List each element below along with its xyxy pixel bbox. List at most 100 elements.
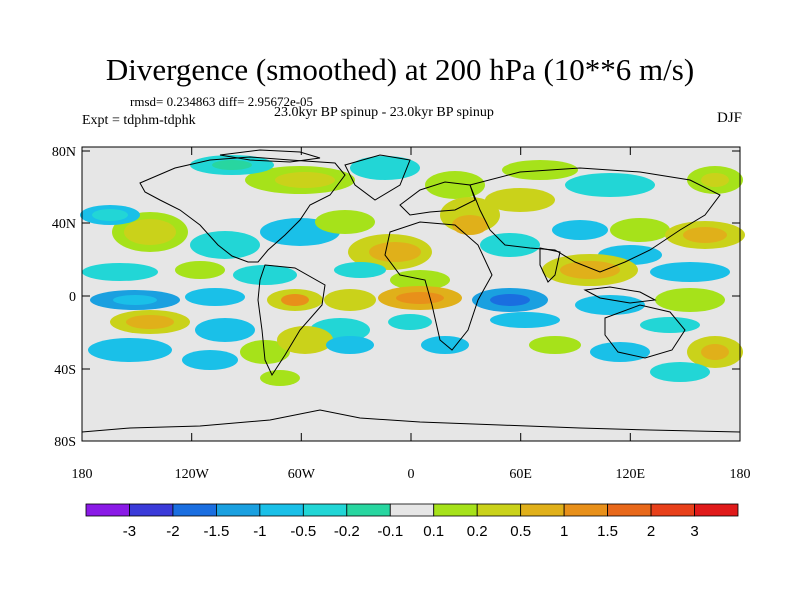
field-blob [113, 295, 157, 305]
colorbar-label: 2 [647, 523, 655, 540]
field-blob [212, 160, 252, 170]
field-blob [195, 318, 255, 342]
colorbar-swatch [650, 503, 695, 517]
field-blob [575, 295, 645, 315]
field-blob [190, 231, 260, 259]
field-blob [485, 188, 555, 212]
coastline-north-america [139, 156, 346, 263]
map-plot-area [80, 146, 745, 442]
field-blob [88, 338, 172, 362]
field-blob [388, 314, 432, 330]
field-blob [655, 288, 725, 312]
field-blob [650, 362, 710, 382]
map-title: Divergence (smoothed) at 200 hPa (10**6 … [105, 52, 695, 87]
field-blob [480, 233, 540, 257]
field-blob [390, 270, 450, 290]
coastline-africa [384, 221, 493, 351]
colorbar-swatch [389, 503, 435, 517]
coastline-south-america [257, 264, 326, 377]
colorbar-swatch [694, 503, 739, 517]
colorbar: -3 -2 -1.5 -1 -0.5 -0.2 -0.1 0.1 0.2 0.5 1 1.5 2 3 [85, 503, 739, 540]
coastline-india [539, 247, 561, 283]
field-blob [490, 312, 560, 328]
field-blob [502, 160, 578, 180]
colorbar-label: 1 [560, 523, 568, 540]
lat-tick-label: 0 [69, 290, 76, 305]
field-blob [396, 292, 444, 304]
field-blob [490, 294, 530, 306]
colorbar-label: -0.5 [290, 523, 316, 540]
colorbar-swatch [433, 503, 478, 517]
coastline-arctic-islands [219, 149, 321, 163]
field-blob [552, 220, 608, 240]
field-blob [281, 294, 309, 306]
field-blob [324, 289, 376, 311]
field-blob [92, 209, 128, 221]
colorbar-swatch [85, 503, 130, 517]
field-blob [701, 173, 729, 187]
coastline-europe [399, 181, 476, 216]
lon-tick-label: 180 [730, 467, 751, 482]
field-blob [240, 340, 290, 364]
field-blob [421, 336, 469, 354]
lon-tick-label: 120W [175, 467, 210, 482]
field-blob [683, 227, 727, 243]
field-blob [260, 370, 300, 386]
field-blob [124, 219, 176, 245]
colorbar-swatch [302, 503, 348, 517]
field-blob [182, 350, 238, 370]
colorbar-swatch [129, 503, 174, 517]
colorbar-label: -3 [123, 523, 136, 540]
colorbar-label: -1 [253, 523, 266, 540]
field-blob [185, 288, 245, 306]
colorbar-label: 0.1 [423, 523, 444, 540]
field-blob [334, 262, 386, 278]
field-blob [529, 336, 581, 354]
field-blob [701, 344, 729, 360]
field-blob [560, 261, 620, 279]
colorbar-label: 0.5 [510, 523, 531, 540]
field-blob [640, 317, 700, 333]
colorbar-swatch [476, 503, 522, 517]
colorbar-label: -2 [166, 523, 179, 540]
season-label: DJF [716, 110, 742, 126]
colorbar-swatch [215, 503, 261, 517]
field-blob [326, 336, 374, 354]
lon-tick-label: 60E [509, 467, 532, 482]
colorbar-swatch [520, 503, 565, 517]
colorbar-swatch [563, 503, 609, 517]
field-blob [275, 172, 335, 188]
subtitle-label: 23.0kyr BP spinup - 23.0kyr BP spinup [274, 105, 494, 120]
lat-tick-label: 40N [52, 217, 76, 232]
field-blob [369, 242, 421, 262]
lon-tick-label: 120E [616, 467, 646, 482]
lat-axis [82, 150, 740, 442]
field-blob [350, 156, 420, 180]
stats-label: rmsd= 0.234863 diff= 2.95672e-05 [130, 94, 314, 109]
field-blob [610, 218, 670, 242]
colorbar-label: 3 [690, 523, 698, 540]
lon-tick-label: 180 [72, 467, 93, 482]
lon-axis [81, 147, 741, 441]
field-blob [425, 171, 485, 199]
colorbar-swatch [607, 503, 652, 517]
field-blob [82, 263, 158, 281]
lon-tick-label: 0 [408, 467, 415, 482]
colorbar-label: -1.5 [203, 523, 229, 540]
experiment-label: Expt = tdphm-tdphk [82, 113, 196, 128]
lat-tick-label: 80N [52, 145, 76, 160]
colorbar-label: -0.2 [334, 523, 360, 540]
coastlines [81, 149, 741, 433]
colorbar-swatch [172, 503, 217, 517]
lat-tick-label: 80S [54, 435, 76, 450]
field-blob [277, 326, 333, 354]
field-blob [452, 215, 488, 235]
field-blob [315, 210, 375, 234]
field-blob [175, 261, 225, 279]
coastline-maritime-continent [583, 286, 657, 304]
field-blob [233, 265, 297, 285]
lon-tick-label: 60W [288, 467, 316, 482]
coastline-australia [604, 304, 686, 359]
colorbar-swatch [259, 503, 304, 517]
